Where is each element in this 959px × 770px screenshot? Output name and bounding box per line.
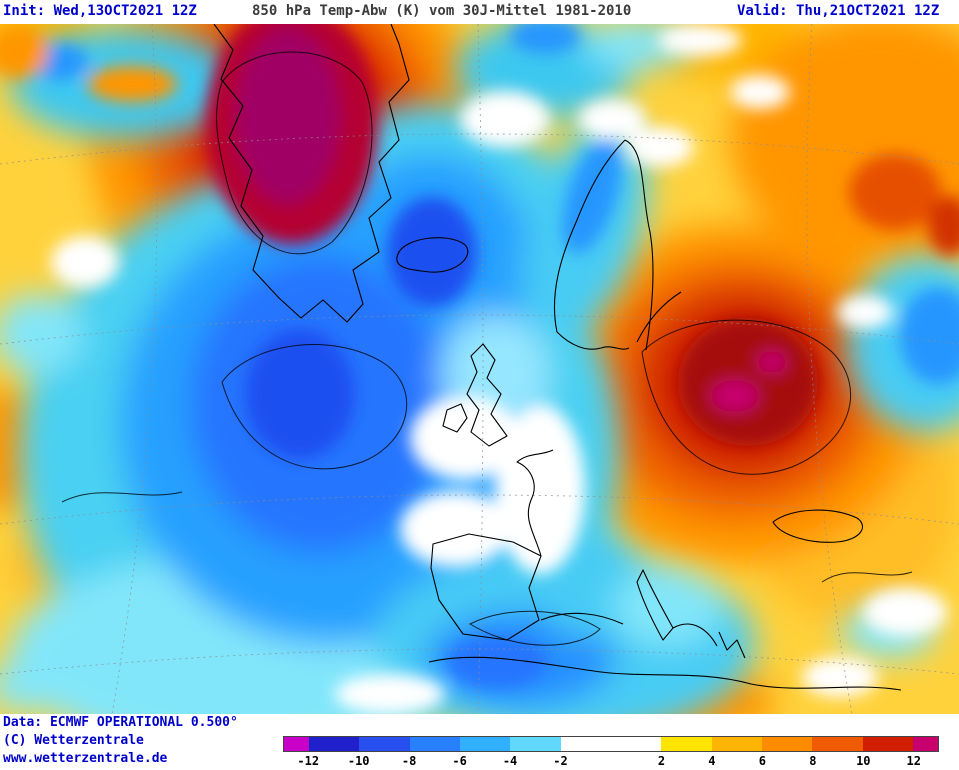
anomaly-core-layer [0,4,959,714]
colorbar-segment [711,737,762,751]
colorbar-labels: -12 -10 -8 -6 -4 -2 2 4 6 8 10 12 [283,754,939,769]
colorbar-tick-label: -8 [401,754,417,768]
colorbar-segment [309,737,360,751]
anomaly-contour-lines [61,51,913,646]
colorbar-segment [460,737,511,751]
coastlines [213,23,902,691]
colorbar-segment [560,737,662,751]
valid-datetime: Valid: Thu,21OCT2021 12Z [737,3,940,19]
latlon-gridlines [0,23,959,715]
colorbar-segment [284,737,310,751]
colorbar [283,736,939,752]
colorbar-tick-label: -10 [347,754,370,768]
data-source-line: Data: ECMWF OPERATIONAL 0.500° [3,715,238,730]
map-header: Init: Wed,13OCT2021 12Z 850 hPa Temp-Abw… [0,0,959,24]
colorbar-segment [912,737,939,751]
colorbar-tick-label: 6 [758,754,766,768]
colorbar-segment [761,737,813,751]
temperature-anomaly-map [0,0,959,754]
colorbar-tick-label: 8 [809,754,817,768]
colorbar-tick-label: 10 [856,754,871,768]
colorbar-segment [409,737,461,751]
colorbar-segment [812,737,863,751]
colorbar-segment [862,737,913,751]
map-footer: Data: ECMWF OPERATIONAL 0.500° (C) Wette… [0,714,959,770]
colorbar-segment [661,737,712,751]
colorbar-tick-label: 12 [906,754,921,768]
colorbar-tick-label: 4 [708,754,716,768]
colorbar-segment [359,737,410,751]
website-line: www.wetterzentrale.de [3,751,168,766]
colorbar-tick-label: -4 [502,754,518,768]
init-datetime: Init: Wed,13OCT2021 12Z [3,3,197,19]
colorbar-segment [510,737,561,751]
colorbar-tick-label: 2 [657,754,666,768]
colorbar-tick-label: -2 [553,754,568,768]
colorbar-tick-label: -12 [297,754,320,768]
anomaly-map-svg [0,0,959,754]
copyright-line: (C) Wetterzentrale [3,733,144,748]
map-title: 850 hPa Temp-Abw (K) vom 30J-Mittel 1981… [252,3,632,19]
colorbar-tick-label: -6 [452,754,467,768]
